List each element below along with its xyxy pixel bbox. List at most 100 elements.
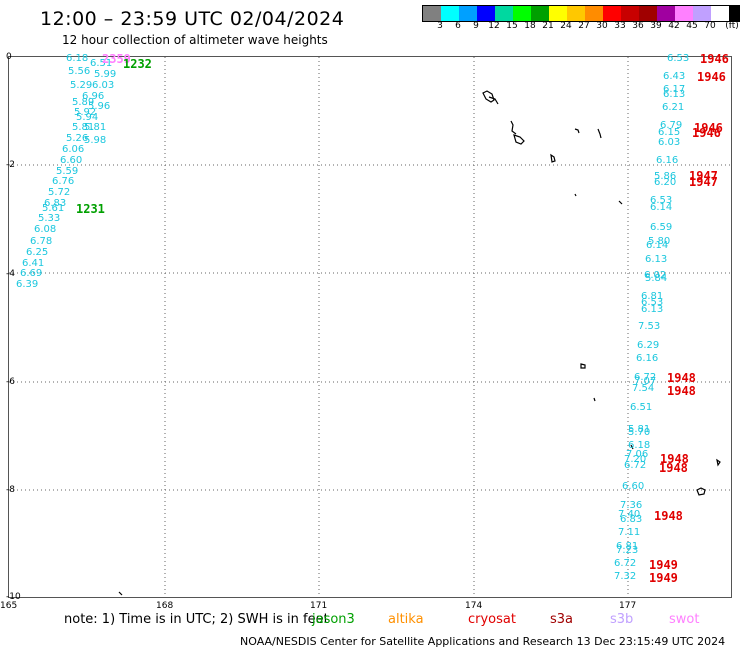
pass-time-label: 1946: [700, 52, 729, 66]
y-tick-label: -4: [6, 269, 15, 279]
pass-time-label: 2359: [102, 52, 131, 66]
legend-label: (ft): [725, 21, 739, 31]
wave-height-value: 7.06: [626, 449, 649, 460]
wave-height-value: 6.02: [644, 270, 667, 281]
wave-height-value: 5.81: [628, 424, 651, 435]
satellite-label: altika: [388, 612, 424, 627]
wave-height-value: 5.70: [628, 427, 651, 438]
island: [716, 458, 721, 467]
island: [513, 134, 525, 145]
island: [510, 120, 517, 135]
pass-time-label: 1948: [654, 509, 683, 523]
island: [696, 487, 706, 496]
credit-footer: NOAA/NESDIS Center for Satellite Applica…: [240, 635, 726, 648]
pass-time-label: 1948: [660, 452, 689, 466]
legend-swatch: [621, 6, 639, 21]
y-tick-label: -8: [6, 485, 15, 495]
wave-height-value: 6.15: [658, 127, 681, 138]
color-legend: [422, 5, 740, 22]
pass-time-label: 1948: [667, 384, 696, 398]
wave-height-value: 6.43: [663, 71, 686, 82]
satellite-label: cryosat: [468, 612, 516, 627]
wave-height-value: 6.13: [663, 89, 686, 100]
wave-height-value: 5.86: [654, 171, 677, 182]
y-tick-label: -2: [6, 160, 15, 170]
wave-height-value: 6.20: [654, 177, 677, 188]
wave-height-value: 6.51: [90, 58, 113, 69]
satellite-label: s3b: [610, 612, 634, 627]
legend-swatch: [423, 6, 441, 21]
legend-label: 45: [686, 21, 698, 31]
wave-height-value: 6.72: [624, 460, 647, 471]
y-tick-label: 0: [6, 52, 12, 62]
map-subtitle: 12 hour collection of altimeter wave hei…: [62, 33, 328, 47]
legend-label: 21: [542, 21, 554, 31]
wave-height-value: 5.56: [68, 66, 91, 77]
wave-height-value: 6.17: [663, 84, 686, 95]
pass-time-label: 1949: [649, 571, 678, 585]
legend-swatch: [603, 6, 621, 21]
legend-label: 33: [614, 21, 626, 31]
wave-height-value: 5.96: [88, 101, 111, 112]
legend-swatch: [675, 6, 693, 21]
legend-swatch: [657, 6, 675, 21]
wave-height-value: 6.14: [650, 202, 673, 213]
legend-swatch: [729, 6, 740, 21]
pass-time-label: 1948: [667, 371, 696, 385]
pass-time-label: 1947: [689, 169, 718, 183]
y-tick-label: -6: [6, 377, 15, 387]
legend-label: 3: [437, 21, 443, 31]
island-outlines: [118, 90, 721, 596]
satellite-label: s3a: [550, 612, 574, 627]
legend-swatch: [711, 6, 729, 21]
legend-swatch: [477, 6, 495, 21]
wave-height-value: 6.16: [656, 155, 679, 166]
wave-height-value: 6.25: [26, 247, 49, 258]
pass-time-label: 1946: [692, 126, 721, 140]
wave-height-value: 5.61: [42, 203, 65, 214]
wave-height-value: 5.81: [72, 122, 95, 133]
wave-height-value: 6.08: [34, 224, 57, 235]
x-tick-label: 174: [465, 601, 483, 611]
legend-swatch: [639, 6, 657, 21]
x-tick-label: 165: [0, 601, 18, 611]
wave-height-value: 6.41: [22, 258, 45, 269]
wave-height-value: 6.13: [641, 304, 664, 315]
wave-height-value: 5.98: [84, 135, 107, 146]
wave-height-value: 6.83: [44, 198, 67, 209]
wave-height-value: 6.39: [16, 279, 39, 290]
wave-height-value: 6.81: [616, 541, 639, 552]
legend-label: 70: [704, 21, 716, 31]
x-tick-label: 168: [156, 601, 174, 611]
island: [580, 363, 586, 369]
map-plot-area: [8, 56, 732, 598]
legend-swatch: [585, 6, 603, 21]
x-tick-label: 177: [619, 601, 637, 611]
satellite-label: jason3: [312, 612, 355, 627]
wave-height-value: 6.81: [641, 291, 664, 302]
legend-swatch: [513, 6, 531, 21]
island: [597, 128, 602, 139]
map-title: 12:00 – 23:59 UTC 02/04/2024: [40, 8, 345, 30]
island: [118, 591, 123, 596]
wave-height-value: 7.40: [618, 509, 641, 520]
wave-height-value: 6.60: [622, 481, 645, 492]
wave-height-value: 7.07: [634, 376, 657, 387]
map-canvas: [9, 57, 731, 597]
island: [488, 96, 499, 105]
legend-label: 15: [506, 21, 518, 31]
wave-height-value: 5.94: [76, 112, 99, 123]
wave-height-value: 6.16: [636, 353, 659, 364]
pass-time-label: 1232: [123, 57, 152, 71]
island: [593, 397, 596, 402]
wave-height-value: 6.78: [30, 236, 53, 247]
legend-swatch: [531, 6, 549, 21]
satellite-label: swot: [669, 612, 700, 627]
wave-height-value: 6.83: [620, 514, 643, 525]
legend-labels: 3 6 9 12 15 18 21 24 27 30 33 36 39 42 45 70 (ft): [422, 21, 740, 33]
legend-label: 24: [560, 21, 572, 31]
legend-label: 9: [473, 21, 479, 31]
wave-height-value: 5.81: [84, 122, 107, 133]
legend-label: 12: [488, 21, 500, 31]
pass-time-label: 1949: [649, 558, 678, 572]
